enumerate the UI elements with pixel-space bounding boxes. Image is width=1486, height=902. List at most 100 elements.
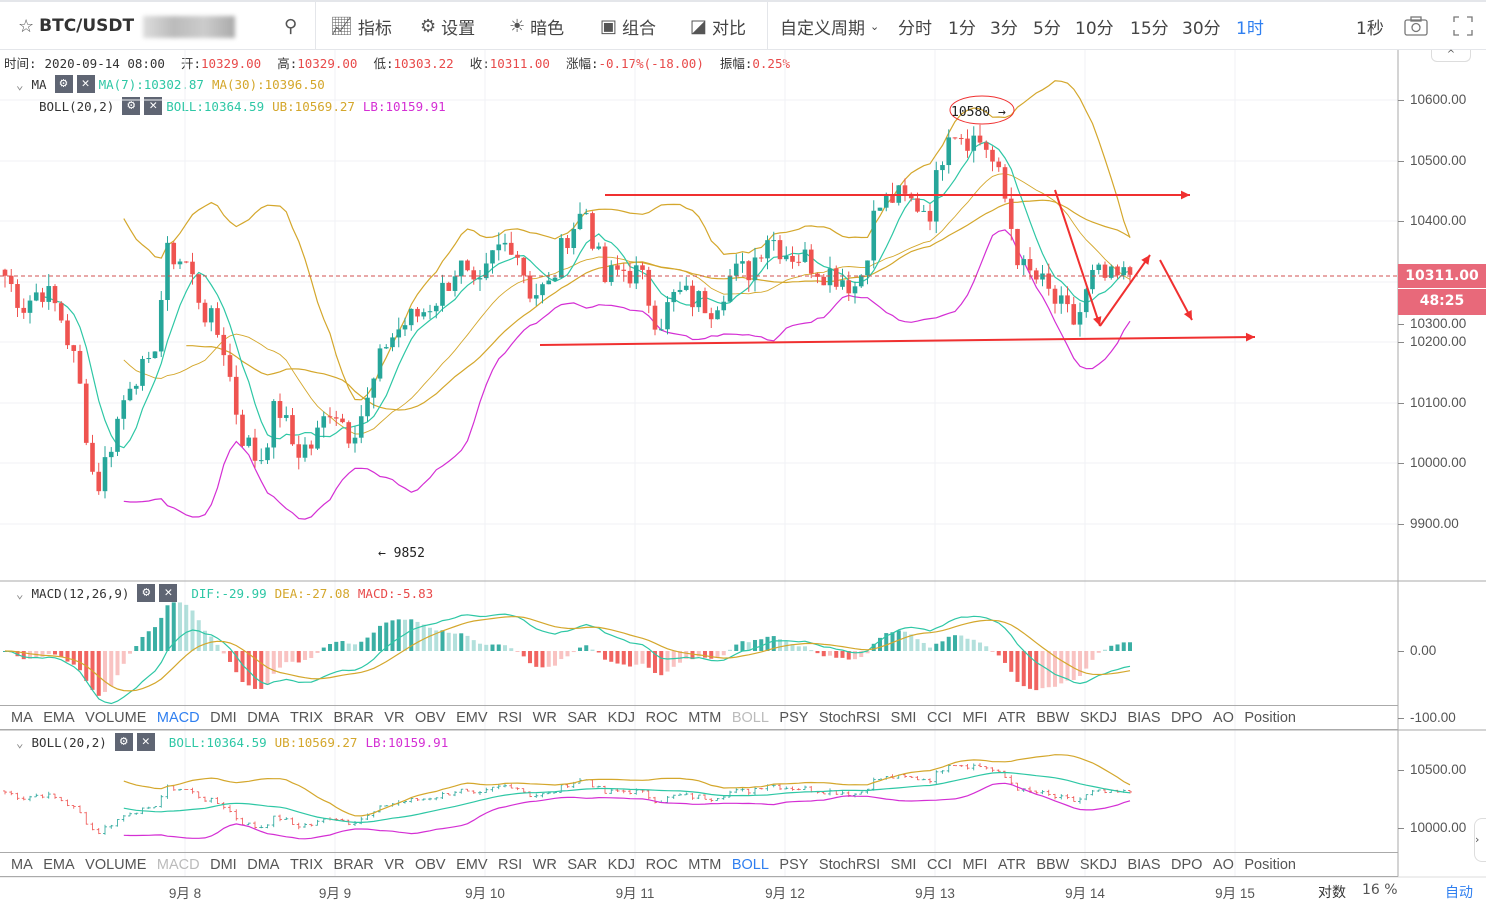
tab-mtm[interactable]: MTM	[688, 709, 722, 726]
tab-dma[interactable]: DMA	[247, 856, 280, 873]
boll-pane-close-icon[interactable]: ✕	[136, 733, 155, 751]
tab-bias[interactable]: BIAS	[1127, 709, 1161, 726]
tab-ma[interactable]: MA	[11, 856, 33, 873]
macd-settings-icon[interactable]: ⚙	[137, 584, 156, 602]
tab-ao[interactable]: AO	[1212, 856, 1234, 873]
tab-macd[interactable]: MACD	[156, 856, 200, 873]
tab-bbw[interactable]: BBW	[1036, 709, 1070, 726]
tab-stochrsi[interactable]: StochRSI	[818, 709, 881, 726]
period-1[interactable]: 1分	[948, 18, 976, 39]
tab-vr[interactable]: VR	[384, 856, 405, 873]
boll-settings-icon[interactable]: ⚙	[122, 97, 141, 115]
tab-smi[interactable]: SMI	[890, 709, 917, 726]
period-3[interactable]: 5分	[1033, 18, 1061, 39]
custom-period-dropdown[interactable]: 自定义周期 ⌄	[780, 2, 879, 50]
tab-psy[interactable]: PSY	[779, 709, 809, 726]
tab-wr[interactable]: WR	[532, 856, 557, 873]
period-7[interactable]: 1时	[1236, 18, 1264, 39]
tab-atr[interactable]: ATR	[997, 856, 1026, 873]
screenshot-button[interactable]	[1403, 2, 1429, 50]
collapse-icon[interactable]: ⌄	[16, 585, 24, 601]
tab-roc[interactable]: ROC	[645, 709, 678, 726]
tab-wr[interactable]: WR	[532, 709, 557, 726]
indicators-button[interactable]: 📈︎ 指标	[330, 2, 392, 50]
tab-obv[interactable]: OBV	[414, 856, 446, 873]
tab-mfi[interactable]: MFI	[962, 856, 988, 873]
tab-mfi[interactable]: MFI	[962, 709, 988, 726]
one-second-button[interactable]: 1秒	[1356, 2, 1384, 50]
macd-bar	[271, 651, 276, 674]
tab-sar[interactable]: SAR	[567, 856, 598, 873]
tab-trix[interactable]: TRIX	[289, 709, 323, 726]
symbol-name[interactable]: BTC/USDT	[39, 16, 135, 36]
tab-emv[interactable]: EMV	[456, 856, 488, 873]
tab-ema[interactable]: EMA	[43, 856, 75, 873]
tab-emv[interactable]: EMV	[456, 709, 488, 726]
tab-cci[interactable]: CCI	[926, 856, 952, 873]
ma-close-icon[interactable]: ✕	[76, 75, 95, 93]
log-scale-toggle[interactable]: 对数	[1318, 885, 1346, 901]
boll-pane-settings-icon[interactable]: ⚙	[114, 733, 133, 751]
combo-button[interactable]: ▣ 组合	[600, 2, 656, 50]
tab-position[interactable]: Position	[1244, 856, 1296, 873]
tab-trix[interactable]: TRIX	[289, 856, 323, 873]
tab-kdj[interactable]: KDJ	[607, 856, 636, 873]
tab-dma[interactable]: DMA	[247, 709, 280, 726]
tab-kdj[interactable]: KDJ	[607, 709, 636, 726]
period-5[interactable]: 15分	[1130, 18, 1169, 39]
tab-stochrsi[interactable]: StochRSI	[818, 856, 881, 873]
tab-dpo[interactable]: DPO	[1171, 856, 1203, 873]
tab-obv[interactable]: OBV	[414, 709, 446, 726]
dark-mode-button[interactable]: ☀ 暗色	[509, 2, 564, 50]
tab-position[interactable]: Position	[1244, 709, 1296, 726]
tab-rsi[interactable]: RSI	[497, 856, 523, 873]
tab-dmi[interactable]: DMI	[210, 856, 237, 873]
tab-bbw[interactable]: BBW	[1036, 856, 1070, 873]
tab-boll[interactable]: BOLL	[731, 856, 769, 873]
tab-ma[interactable]: MA	[11, 709, 33, 726]
period-0[interactable]: 分时	[898, 18, 932, 39]
tab-roc[interactable]: ROC	[645, 856, 678, 873]
search-button[interactable]: ⚲	[284, 2, 297, 50]
period-4[interactable]: 10分	[1075, 18, 1114, 39]
fullscreen-button[interactable]	[1452, 2, 1474, 50]
tab-rsi[interactable]: RSI	[497, 709, 523, 726]
tab-ao[interactable]: AO	[1212, 709, 1234, 726]
percent-scale-toggle[interactable]: 16 %	[1362, 882, 1398, 898]
macd-bar	[28, 651, 32, 659]
tab-dmi[interactable]: DMI	[210, 709, 237, 726]
tab-skdj[interactable]: SKDJ	[1079, 856, 1117, 873]
tab-sar[interactable]: SAR	[567, 709, 598, 726]
period-6[interactable]: 30分	[1182, 18, 1221, 39]
macd-close-icon[interactable]: ✕	[159, 584, 178, 602]
ma-settings-icon[interactable]: ⚙	[54, 75, 73, 93]
tab-brar[interactable]: BRAR	[333, 709, 374, 726]
tab-cci[interactable]: CCI	[926, 709, 952, 726]
tab-psy[interactable]: PSY	[779, 856, 809, 873]
tab-smi[interactable]: SMI	[890, 856, 917, 873]
tab-brar[interactable]: BRAR	[333, 856, 374, 873]
tab-ema[interactable]: EMA	[43, 709, 75, 726]
tab-dpo[interactable]: DPO	[1171, 709, 1203, 726]
expand-panel-button[interactable]: ›	[1474, 818, 1486, 862]
collapse-icon[interactable]: ⌄	[16, 76, 24, 92]
boll-close-icon[interactable]: ✕	[144, 97, 163, 115]
tab-volume[interactable]: VOLUME	[85, 709, 147, 726]
favorite-button[interactable]: ☆ BTC/USDT	[18, 2, 134, 50]
tab-bias[interactable]: BIAS	[1127, 856, 1161, 873]
tab-volume[interactable]: VOLUME	[85, 856, 147, 873]
tab-skdj[interactable]: SKDJ	[1079, 709, 1117, 726]
tab-vr[interactable]: VR	[384, 709, 405, 726]
tab-macd[interactable]: MACD	[156, 709, 200, 726]
auto-scale-toggle[interactable]: 自动	[1445, 885, 1473, 901]
collapse-toolbar-button[interactable]: ^	[1431, 50, 1471, 62]
compare-button[interactable]: ◪ 对比	[690, 2, 746, 50]
tab-boll[interactable]: BOLL	[731, 709, 769, 726]
macd-value: MACD:-5.83	[357, 585, 434, 601]
settings-button[interactable]: ⚙ 设置	[420, 2, 475, 50]
tab-mtm[interactable]: MTM	[688, 856, 722, 873]
period-2[interactable]: 3分	[990, 18, 1018, 39]
tab-atr[interactable]: ATR	[997, 709, 1026, 726]
collapse-icon[interactable]: ⌄	[16, 734, 24, 750]
